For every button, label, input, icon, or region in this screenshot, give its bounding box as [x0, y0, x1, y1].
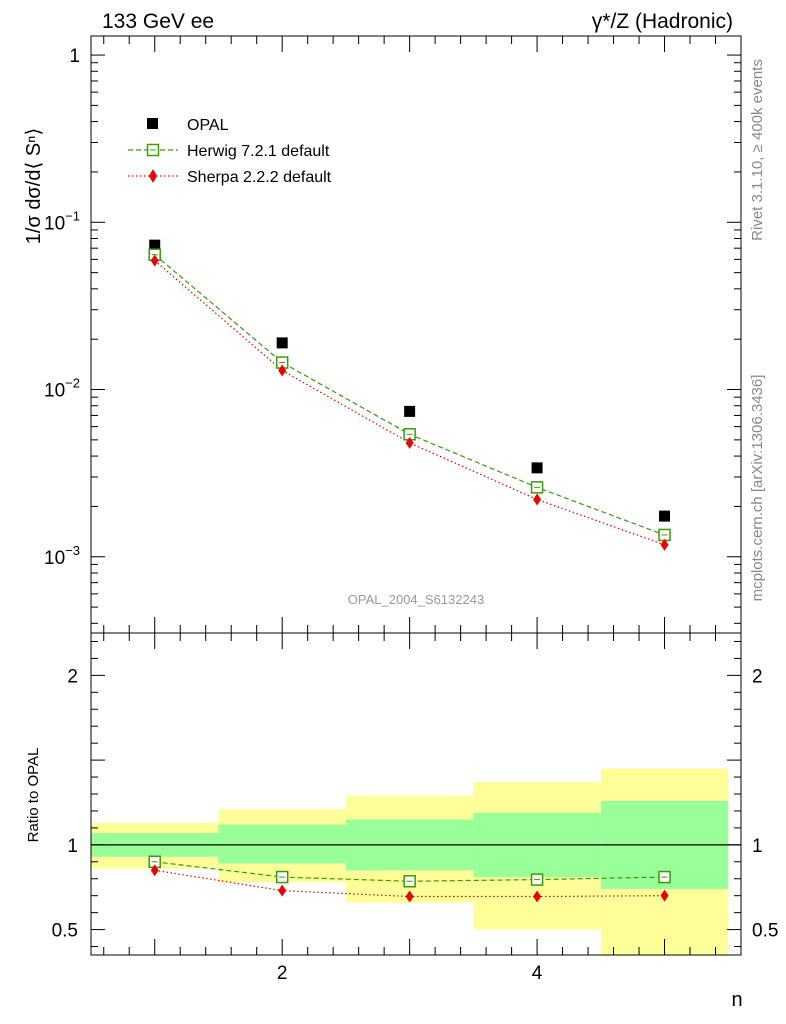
ratio-point-series-1-4 — [533, 890, 542, 903]
main-point-series-0-1 — [149, 239, 161, 251]
legend: OPAL Herwig 7.2.1 default Sherpa 2.2.2 d… — [128, 117, 332, 186]
ratio-band-inner-2 — [218, 824, 346, 864]
legend-entry-opal: OPAL — [147, 117, 229, 134]
ratio-point-series-1-1 — [150, 864, 159, 877]
main-point-series-2-1 — [150, 254, 159, 267]
tick-labels: 1 10−1 10−2 10−3 2 2 1 1 0.5 0.5 2 4 — [44, 46, 778, 984]
ratio-y-tick-label-right-0: 2 — [752, 666, 763, 687]
rivet-label: Rivet 3.1.10, ≥ 400k events — [749, 59, 766, 241]
main-point-series-0-3 — [404, 405, 416, 417]
main-point-series-2-4 — [533, 493, 542, 506]
ratio-y-tick-label-left-0: 2 — [67, 666, 78, 687]
x-tick-label-0: 2 — [277, 963, 288, 984]
legend-herwig-label: Herwig 7.2.1 default — [187, 143, 330, 160]
axis-ticks — [91, 36, 741, 955]
ratio-line-series-0 — [154, 861, 665, 882]
ratio-point-series-1-5 — [660, 889, 669, 902]
main-y-axis-title: 1/σ dσ/d⟨ Sⁿ⟩ — [23, 128, 45, 245]
legend-opal-label: OPAL — [187, 117, 229, 134]
ratio-y-tick-label-left-1: 1 — [67, 836, 78, 857]
ratio-point-series-1-2 — [278, 884, 287, 897]
main-line-series-1 — [154, 254, 665, 536]
ratio-point-series-1-3 — [405, 890, 414, 903]
series-markers — [148, 239, 671, 903]
legend-entry-sherpa: Sherpa 2.2.2 default — [128, 169, 332, 186]
legend-sherpa-marker — [149, 169, 157, 183]
legend-opal-marker — [147, 118, 158, 129]
legend-entry-herwig: Herwig 7.2.1 default — [128, 143, 330, 160]
main-line-series-2 — [154, 260, 665, 546]
analysis-watermark: OPAL_2004_S6132243 — [348, 592, 484, 607]
x-axis-title: n — [731, 989, 742, 1011]
mcplots-label: mcplots.cern.ch [arXiv:1306.3436] — [749, 375, 766, 602]
right-title: γ*/Z (Hadronic) — [592, 10, 733, 33]
main-point-series-0-2 — [276, 337, 288, 349]
ratio-uncertainty-bands — [91, 768, 741, 955]
ratio-y-tick-label-left-2: 0.5 — [52, 921, 78, 942]
x-tick-label-1: 4 — [532, 963, 543, 984]
ratio-y-tick-label-right-2: 0.5 — [752, 921, 778, 942]
main-point-series-0-5 — [659, 510, 671, 522]
main-point-series-2-2 — [278, 364, 287, 377]
main-y-tick-label-3: 10−3 — [44, 543, 80, 569]
main-y-tick-label-2: 10−2 — [44, 376, 80, 402]
main-y-tick-label-0: 1 — [69, 46, 80, 67]
main-point-series-0-4 — [531, 462, 543, 474]
main-point-series-2-5 — [660, 538, 669, 551]
left-title: 133 GeV ee — [102, 10, 214, 33]
main-point-series-2-3 — [405, 436, 414, 449]
ratio-y-tick-label-right-1: 1 — [752, 836, 763, 857]
main-y-tick-label-1: 10−1 — [44, 208, 80, 234]
legend-sherpa-label: Sherpa 2.2.2 default — [187, 169, 332, 186]
ratio-y-axis-title: Ratio to OPAL — [25, 748, 42, 843]
